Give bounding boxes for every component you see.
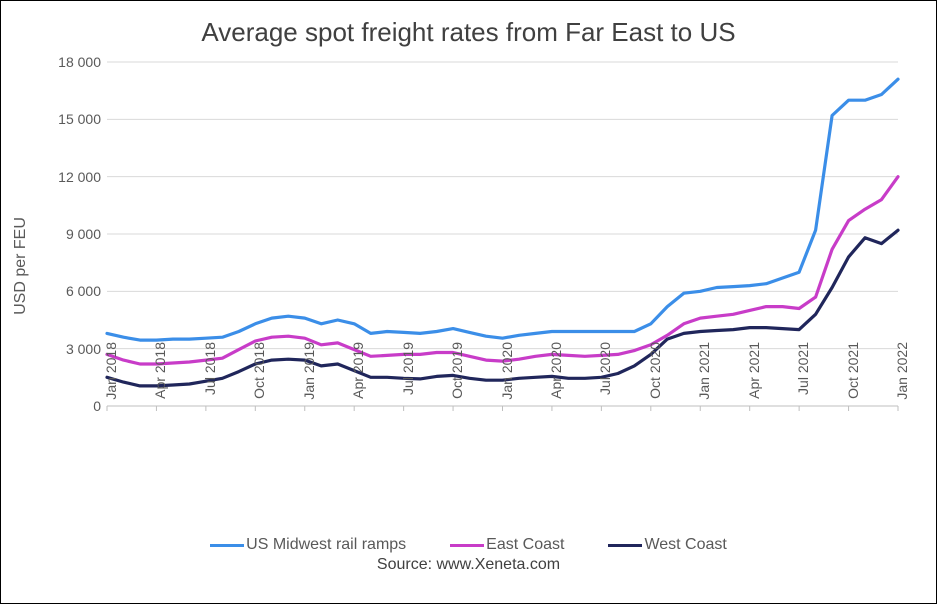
x-tick-label: Jul 2020 <box>597 342 613 410</box>
legend-swatch <box>608 544 642 547</box>
legend-swatch <box>450 544 484 547</box>
legend-swatch <box>210 544 244 547</box>
x-tick-label: Jan 2019 <box>301 342 317 410</box>
legend-item: West Coast <box>608 536 726 554</box>
x-tick-label: Apr 2019 <box>350 342 366 410</box>
x-tick-label: Jul 2018 <box>202 342 218 410</box>
x-tick-label: Jan 2020 <box>499 342 515 410</box>
y-tick-label: 15 000 <box>58 111 101 127</box>
series-line <box>107 79 898 340</box>
x-tick-label: Oct 2020 <box>647 342 663 410</box>
chart-frame: Average spot freight rates from Far East… <box>0 0 937 604</box>
x-tick-label: Jan 2022 <box>894 342 910 410</box>
y-axis-label: USD per FEU <box>12 217 30 315</box>
x-tick-label: Jul 2019 <box>400 342 416 410</box>
x-tick-label: Oct 2018 <box>251 342 267 410</box>
legend: US Midwest rail ramps East Coast West Coas… <box>29 534 908 554</box>
legend-label: East Coast <box>486 536 564 554</box>
legend-label: West Coast <box>644 536 726 554</box>
x-tick-label: Jan 2021 <box>696 342 712 410</box>
y-tick-label: 3 000 <box>66 341 101 357</box>
x-tick-label: Jul 2021 <box>795 342 811 410</box>
legend-item: US Midwest rail ramps <box>210 536 406 554</box>
chart-title: Average spot freight rates from Far East… <box>29 17 908 48</box>
y-tick-label: 12 000 <box>58 169 101 185</box>
plot-area: 03 0006 0009 00012 00015 00018 000Jan 20… <box>107 62 898 406</box>
y-tick-label: 0 <box>93 398 101 414</box>
x-tick-label: Apr 2018 <box>152 342 168 410</box>
y-tick-label: 6 000 <box>66 283 101 299</box>
y-tick-label: 18 000 <box>58 54 101 70</box>
legend-item: East Coast <box>450 536 564 554</box>
x-tick-label: Apr 2020 <box>548 342 564 410</box>
x-tick-label: Apr 2021 <box>746 342 762 410</box>
x-tick-label: Oct 2019 <box>449 342 465 410</box>
x-tick-label: Jan 2018 <box>103 342 119 410</box>
legend-label: US Midwest rail ramps <box>246 536 406 554</box>
source-text: Source: www.Xeneta.com <box>29 556 908 574</box>
chart-area: USD per FEU 03 0006 0009 00012 00015 000… <box>29 56 908 476</box>
y-tick-label: 9 000 <box>66 226 101 242</box>
x-tick-label: Oct 2021 <box>845 342 861 410</box>
